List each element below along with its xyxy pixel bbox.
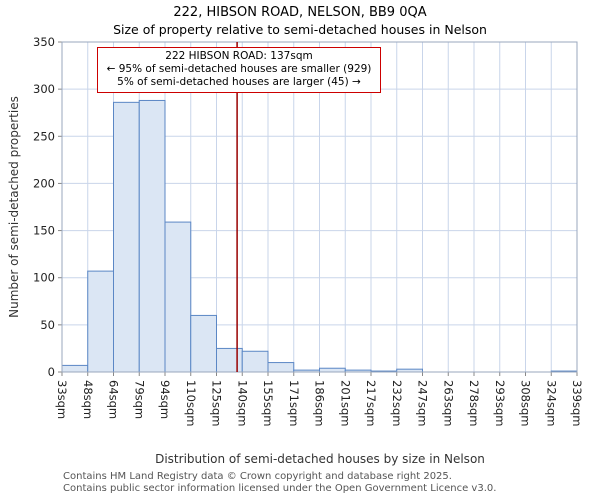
histogram-bar	[164, 221, 192, 373]
y-tick-label: 0	[48, 365, 55, 379]
y-tick-label: 150	[33, 224, 55, 238]
x-tick-label: 278sqm	[467, 380, 481, 426]
histogram-bar	[241, 350, 269, 373]
y-tick-label: 200	[33, 176, 55, 190]
x-tick-label: 33sqm	[55, 380, 69, 419]
x-tick-label: 48sqm	[81, 380, 95, 419]
histogram-bar	[87, 270, 114, 373]
attribution-footer: Contains HM Land Registry data © Crown c…	[63, 471, 496, 495]
x-tick-label: 186sqm	[313, 380, 327, 426]
y-axis-title: Number of semi-detached properties	[7, 96, 21, 318]
x-tick-label: 155sqm	[261, 380, 275, 426]
histogram-bar	[216, 347, 243, 373]
x-tick-label: 125sqm	[210, 380, 224, 426]
x-tick-label: 293sqm	[493, 380, 507, 426]
histogram-bar	[267, 362, 295, 373]
attribution-line-1: Contains HM Land Registry data © Crown c…	[63, 471, 452, 482]
marker-annotation-larger: 5% of semi-detached houses are larger (4…	[117, 76, 361, 89]
histogram-bar	[61, 364, 89, 373]
plot-border	[61, 41, 578, 373]
x-tick-label: 110sqm	[184, 380, 198, 426]
histogram-bar	[113, 101, 140, 373]
x-tick-label: 247sqm	[416, 380, 430, 426]
x-tick-label: 308sqm	[519, 380, 533, 426]
x-tick-label: 201sqm	[338, 380, 352, 426]
x-tick-label: 263sqm	[441, 380, 455, 426]
x-tick-label: 339sqm	[570, 380, 584, 426]
x-tick-label: 324sqm	[544, 380, 558, 426]
x-tick-label: 232sqm	[390, 380, 404, 426]
x-tick-label: 171sqm	[287, 380, 301, 426]
x-tick-label: 64sqm	[107, 380, 121, 419]
marker-annotation-box: 222 HIBSON ROAD: 137sqm ← 95% of semi-de…	[97, 47, 381, 94]
y-tick-label: 300	[33, 82, 55, 96]
y-tick-label: 250	[33, 129, 55, 143]
x-tick-label: 79sqm	[132, 380, 146, 419]
x-tick-label: 217sqm	[364, 380, 378, 426]
x-axis-title: Distribution of semi-detached houses by …	[155, 452, 485, 466]
attribution-line-2: Contains public sector information licen…	[63, 483, 497, 494]
marker-annotation-title: 222 HIBSON ROAD: 137sqm	[165, 50, 313, 62]
histogram-bar	[190, 314, 217, 373]
chart-title: 222, HIBSON ROAD, NELSON, BB9 0QA	[173, 5, 427, 20]
y-tick-label: 350	[33, 35, 55, 49]
y-tick-label: 100	[33, 271, 55, 285]
marker-annotation-smaller: ← 95% of semi-detached houses are smalle…	[106, 63, 372, 76]
x-tick-label: 94sqm	[158, 380, 172, 419]
histogram-bar	[138, 99, 166, 373]
histogram-bar	[319, 367, 346, 373]
x-tick-label: 140sqm	[235, 380, 249, 426]
chart-subtitle: Size of property relative to semi-detach…	[113, 22, 487, 37]
y-tick-label: 50	[40, 318, 55, 332]
